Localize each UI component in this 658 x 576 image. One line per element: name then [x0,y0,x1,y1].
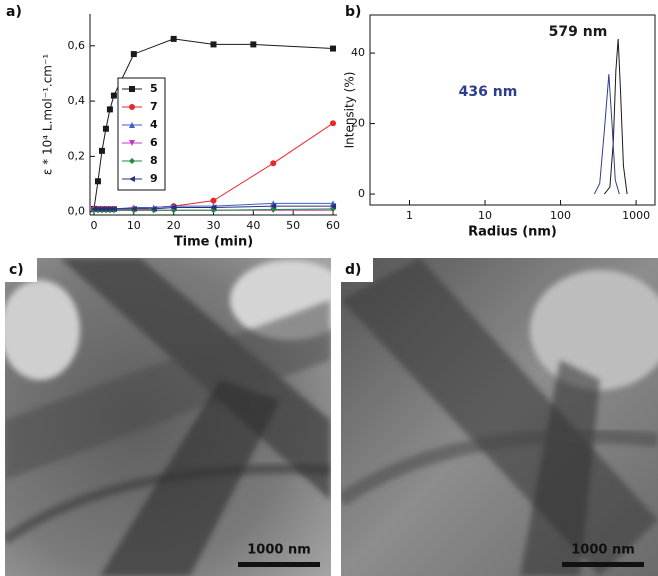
y-tick-label: 0,2 [68,149,86,162]
annotation: 436 nm [459,84,518,100]
marker [130,51,137,58]
marker [130,205,137,212]
label-box [5,258,37,282]
marker [94,178,101,185]
tem-image-c [5,258,331,576]
legend-label: 8 [150,154,158,167]
y-tick-label: 40 [351,46,365,59]
y-tick-label: 0,0 [68,205,86,218]
x-tick-label: 50 [286,219,300,232]
x-tick-label: 100 [550,209,571,222]
label-box [341,258,373,282]
y-tick-label: 0,4 [68,94,86,107]
legend-marker [129,176,135,182]
scale-bar [238,562,320,567]
marker [94,205,101,212]
marker [270,203,277,210]
marker [330,120,337,127]
x-axis-label: Time (min) [174,235,253,250]
x-tick-label: 30 [207,219,221,232]
tem-image-d [341,258,658,576]
marker [110,92,117,99]
legend-label: 5 [150,82,158,95]
legend-label: 6 [150,136,158,149]
marker [170,204,177,211]
legend-marker [129,140,135,146]
panel-label: c) [9,262,24,278]
legend-label: 4 [150,118,158,131]
legend-marker [129,86,135,92]
marker [270,160,277,167]
scale-bar [562,562,644,567]
marker [150,205,157,212]
marker [106,205,113,212]
marker [330,45,337,52]
plot-frame [369,14,656,206]
scale-label: 1000 nm [247,543,311,558]
marker [90,205,97,212]
legend-box [117,77,166,191]
panel-label: d) [345,262,361,278]
legend-marker [129,104,135,110]
marker [210,197,217,204]
x-tick-label: 20 [167,219,181,232]
marker [102,125,109,132]
x-axis-label: Radius (nm) [468,225,557,240]
x-tick-label: 1 [406,209,413,222]
x-tick-label: 40 [246,219,260,232]
x-tick-label: 60 [326,219,340,232]
y-tick-label: 20 [351,117,365,130]
scale-label: 1000 nm [571,543,635,558]
x-tick-label: 10 [478,209,492,222]
series-line [603,38,628,195]
y-tick-label: 0,6 [68,39,86,52]
y-axis-label: Intensity (%) [343,72,357,149]
legend-marker [129,122,135,128]
y-tick-label: 0 [358,187,365,200]
x-tick-label: 10 [127,219,141,232]
marker [106,106,113,113]
annotation: 579 nm [549,24,608,40]
panel-label: b) [345,4,361,20]
legend-marker [129,158,135,164]
marker [170,35,177,42]
marker [98,147,105,154]
marker [210,41,217,48]
x-tick-label: 1000 [622,209,650,222]
series-line [593,74,620,195]
y-axis-label: ε * 10⁴ L.mol⁻¹.cm⁻¹ [41,54,55,175]
legend-label: 7 [150,100,158,113]
marker [330,203,337,210]
x-tick-label: 0 [90,219,97,232]
panel-label: a) [6,4,22,20]
marker [110,205,117,212]
marker [250,41,257,48]
legend-label: 9 [150,172,158,185]
marker [102,205,109,212]
marker [210,204,217,211]
marker [98,205,105,212]
